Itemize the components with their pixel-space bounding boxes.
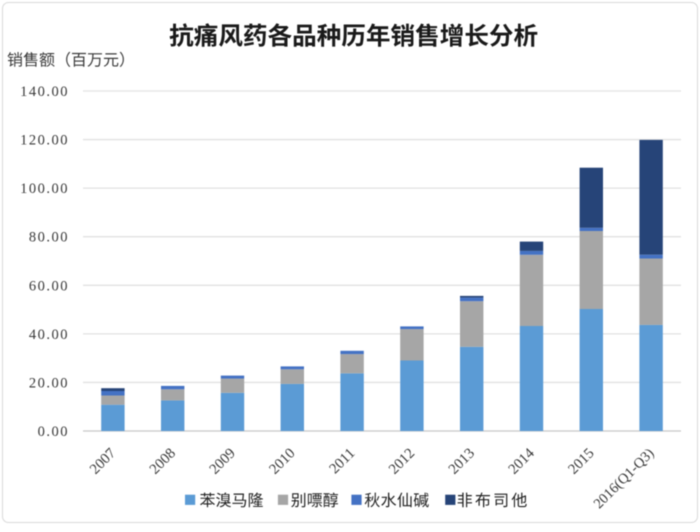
svg-text:80.00: 80.00 bbox=[29, 230, 69, 246]
svg-text:120.00: 120.00 bbox=[20, 133, 69, 149]
svg-text:100.00: 100.00 bbox=[20, 181, 69, 197]
svg-text:0.00: 0.00 bbox=[38, 424, 69, 440]
svg-text:140.00: 140.00 bbox=[20, 84, 69, 100]
svg-text:40.00: 40.00 bbox=[29, 327, 69, 343]
svg-text:20.00: 20.00 bbox=[29, 375, 69, 391]
svg-text:60.00: 60.00 bbox=[29, 278, 69, 294]
